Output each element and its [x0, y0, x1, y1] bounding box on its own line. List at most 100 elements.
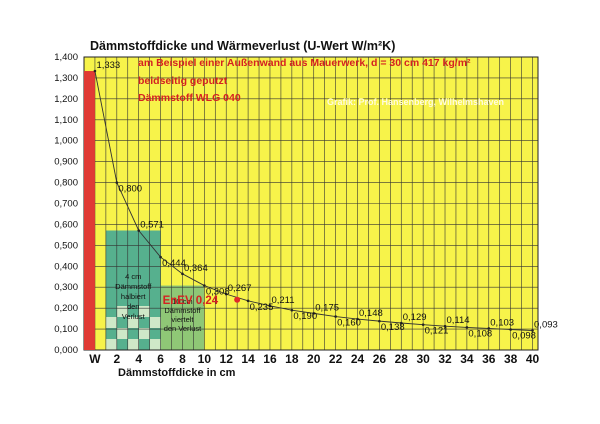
- data-point: [334, 315, 337, 318]
- box-10cm-text: den Verlust: [164, 324, 202, 333]
- x-tick-label: 34: [460, 352, 474, 366]
- data-point: [487, 327, 491, 330]
- x-tick-label: 16: [263, 352, 277, 366]
- data-label: 0,129: [403, 312, 427, 323]
- checker-cell: [149, 339, 161, 350]
- x-tick-label: 12: [220, 352, 234, 366]
- y-tick-label: 0,200: [54, 303, 78, 314]
- x-tick-label: 24: [351, 352, 365, 366]
- data-label: 0,364: [184, 263, 208, 274]
- y-tick-label: 0,400: [54, 261, 78, 272]
- info-line: Dämmstoff WLG 040: [138, 92, 241, 104]
- data-point: [181, 272, 184, 276]
- x-tick-label: W: [89, 352, 101, 366]
- data-label: 1,333: [96, 60, 120, 71]
- data-label: 0,160: [337, 318, 361, 329]
- data-label: 0,267: [228, 283, 252, 294]
- data-label: 0,800: [118, 184, 142, 195]
- x-tick-label: 36: [482, 352, 496, 366]
- y-tick-label: 1,000: [54, 136, 78, 147]
- checker-cell: [138, 306, 150, 317]
- checker-cell: [116, 306, 128, 317]
- y-tick-label: 0,700: [54, 199, 78, 210]
- data-label: 0,148: [359, 308, 383, 319]
- grid-lines: [83, 56, 539, 351]
- data-label: 0,175: [315, 302, 339, 313]
- data-label: 0,138: [381, 322, 405, 333]
- data-label: 0,571: [140, 219, 164, 230]
- enev-label: EnEV 0,24: [163, 295, 219, 307]
- data-point: [137, 229, 140, 232]
- checker-cell: [138, 328, 150, 339]
- data-point: [509, 328, 512, 331]
- annotations: am Beispiel einer Außenwand aus Mauerwer…: [115, 57, 504, 333]
- box-4cm-text: Verlust: [122, 312, 146, 321]
- y-tick-label: 1,100: [54, 115, 78, 126]
- wall-bar: [84, 71, 95, 350]
- data-point: [159, 255, 162, 259]
- info-line: am Beispiel einer Außenwand aus Mauerwer…: [138, 57, 471, 69]
- box-10cm-text: Dämmstoff: [164, 306, 201, 315]
- checker-cell: [149, 317, 161, 328]
- x-tick-label: 18: [285, 352, 299, 366]
- credit-text: Grafik: Prof. Hansenberg, Wilhelmshaven: [327, 97, 504, 107]
- data-label: 0,108: [468, 328, 492, 339]
- x-tick-label: 14: [241, 352, 255, 366]
- insulation-block-4cm: [105, 230, 161, 350]
- y-tick-label: 1,200: [54, 94, 78, 105]
- box-10cm-text: 10 cm: [172, 297, 192, 306]
- x-tick-label: 22: [329, 352, 343, 366]
- data-point: [290, 308, 294, 312]
- data-label: 0,093: [534, 320, 558, 331]
- x-tick-label: 2: [113, 352, 120, 366]
- y-tick-label: 0,600: [54, 219, 78, 230]
- wall-bar-layer: [84, 71, 95, 350]
- checker-cell: [105, 339, 117, 350]
- data-point: [356, 317, 359, 321]
- data-point: [224, 292, 228, 296]
- data-point: [268, 304, 272, 308]
- x-tick-label: 30: [416, 352, 430, 366]
- y-tick-label: 0,900: [54, 157, 78, 168]
- x-tick-label: 26: [373, 352, 387, 366]
- y-tick-label: 0,300: [54, 282, 78, 293]
- data-point: [378, 319, 381, 323]
- data-label: 0,121: [425, 326, 449, 337]
- x-tick-label: 20: [307, 352, 321, 366]
- y-tick-label: 1,300: [54, 73, 78, 84]
- checker-cell: [116, 328, 128, 339]
- data-point: [531, 329, 534, 332]
- box-4cm-text: Dämmstoff: [115, 282, 152, 291]
- data-label: 0,444: [162, 258, 186, 269]
- x-tick-label: 4: [135, 352, 142, 366]
- data-label: 0,308: [206, 287, 230, 298]
- box-10cm-text: viertelt: [171, 315, 194, 324]
- insulation-blocks: [105, 230, 205, 350]
- x-tick-label: 40: [526, 352, 540, 366]
- x-tick-label: 32: [438, 352, 452, 366]
- checker-cell: [127, 317, 139, 328]
- box-4cm-text: 4 cm: [125, 272, 141, 281]
- data-label: 0,103: [490, 317, 514, 328]
- data-label: 0,211: [271, 295, 294, 306]
- box-4cm-text: halbiert: [121, 292, 147, 301]
- data-label: 0,114: [447, 315, 470, 326]
- data-point: [115, 181, 119, 184]
- x-axis: W 2 4 6 8 10 12 14 16 18 20 22 24 26 28 30 32 34 36 38 40: [89, 352, 539, 366]
- box-4cm-text: den: [127, 302, 140, 311]
- data-point: [443, 324, 447, 328]
- enev-marker: [234, 296, 241, 303]
- data-point: [421, 323, 425, 326]
- data-point: [465, 326, 469, 329]
- x-tick-label: 8: [179, 352, 186, 366]
- checker-cell: [127, 339, 139, 350]
- info-line: beidseitig geputzt: [138, 75, 228, 87]
- series-line-layer: [93, 69, 534, 332]
- data-label: 0,235: [250, 302, 274, 313]
- x-tick-label: 10: [198, 352, 212, 366]
- data-point: [203, 284, 206, 287]
- data-label: 0,190: [293, 311, 317, 322]
- data-point: [399, 321, 403, 325]
